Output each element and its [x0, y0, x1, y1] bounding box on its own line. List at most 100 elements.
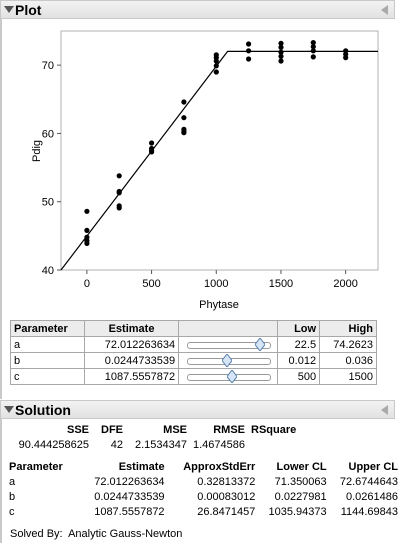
- data-point: [84, 240, 90, 246]
- y-tick-label: 40: [42, 265, 54, 277]
- data-point: [213, 58, 219, 64]
- slider-header: [178, 320, 279, 337]
- dfe-value: 42: [110, 438, 123, 451]
- hotspot-icon[interactable]: [381, 405, 388, 415]
- data-point: [343, 55, 349, 61]
- data-point: [181, 115, 187, 121]
- solution-summary-table: SSE DFE MSE RMSE RSquare 90.444258625 42…: [12, 422, 299, 452]
- plot-title: Plot: [15, 2, 42, 18]
- stderr-header: ApproxStdErr: [183, 460, 256, 473]
- data-point: [181, 99, 187, 105]
- rsquare-header: RSquare: [251, 423, 297, 436]
- disclosure-triangle-icon[interactable]: [4, 6, 14, 13]
- y-tick-label: 50: [42, 197, 54, 209]
- data-point: [278, 40, 284, 46]
- solution-estimates-table: Parameter Estimate ApproxStdErr Lower CL…: [6, 459, 401, 519]
- y-tick-label: 70: [42, 60, 54, 72]
- estimate-field[interactable]: 72.012263634: [83, 336, 180, 353]
- data-point: [246, 48, 252, 54]
- plot-frame: [60, 30, 379, 271]
- table-row: b 0.0244733539 0.00083012 0.0227981 0.02…: [6, 489, 401, 504]
- param-name: b: [9, 490, 16, 503]
- estimate-value: 0.0244733539: [94, 490, 165, 503]
- data-point: [213, 69, 219, 75]
- x-axis-label: Phytase: [199, 299, 239, 311]
- slider-thumb-icon[interactable]: [226, 370, 237, 383]
- data-point: [149, 149, 155, 155]
- rmse-value: 1.4674586: [193, 438, 245, 451]
- data-point: [310, 48, 316, 54]
- parameters-table: Parameter Estimate Low High a 72.0122636…: [10, 320, 377, 385]
- estimate-slider[interactable]: [178, 336, 279, 353]
- table-row: c 1087.5557872 26.8471457 1035.94373 114…: [6, 504, 401, 519]
- upper-cl-value: 0.0261486: [346, 490, 398, 503]
- data-point: [116, 205, 122, 211]
- data-point: [181, 130, 187, 136]
- plot-section-header[interactable]: Plot: [0, 0, 395, 19]
- stderr-value: 26.8471457: [197, 505, 256, 518]
- param-header: Parameter: [10, 320, 85, 337]
- sse-value: 90.444258625: [18, 438, 89, 451]
- disclosure-triangle-icon[interactable]: [4, 406, 14, 413]
- estimate-value: 72.012263634: [94, 475, 165, 488]
- param-row-c: c 1087.5557872 500 1500: [10, 368, 377, 385]
- high-field[interactable]: 0.036: [319, 352, 377, 369]
- y-tick-label: 60: [42, 128, 54, 140]
- x-tick-label: 500: [142, 278, 160, 290]
- slider-thumb-icon[interactable]: [255, 338, 266, 351]
- data-point: [278, 44, 284, 50]
- low-field[interactable]: 0.012: [277, 352, 321, 369]
- data-point: [278, 53, 284, 59]
- slider-track[interactable]: [187, 342, 272, 349]
- data-point: [84, 227, 90, 233]
- estimate-slider[interactable]: [178, 368, 279, 385]
- solution-section-header[interactable]: Solution: [0, 400, 395, 419]
- stderr-value: 0.32813372: [197, 475, 256, 488]
- sse-header: SSE: [66, 423, 89, 436]
- upper-cl-value: 72.6744643: [339, 475, 398, 488]
- x-tick-label: 1000: [204, 278, 228, 290]
- dfe-header: DFE: [101, 423, 123, 436]
- slider-thumb-icon[interactable]: [221, 354, 232, 367]
- param-row-b: b 0.0244733539 0.012 0.036: [10, 352, 377, 369]
- low-header: Low: [277, 320, 321, 337]
- param-name: a: [10, 336, 85, 353]
- solution-title: Solution: [15, 402, 71, 418]
- data-point: [246, 41, 252, 47]
- low-field[interactable]: 500: [277, 368, 321, 385]
- high-field[interactable]: 74.2623: [319, 336, 377, 353]
- mse-value: 2.1534347: [135, 438, 187, 451]
- data-point: [310, 54, 316, 60]
- estimate-field[interactable]: 0.0244733539: [83, 352, 180, 369]
- low-field[interactable]: 22.5: [277, 336, 321, 353]
- mse-header: MSE: [163, 423, 187, 436]
- hotspot-icon[interactable]: [381, 5, 388, 15]
- x-tick-label: 1500: [269, 278, 293, 290]
- plot-section-border: [0, 19, 2, 399]
- estimate-field[interactable]: 1087.5557872: [83, 368, 180, 385]
- data-point: [116, 173, 122, 179]
- x-tick-label: 0: [84, 278, 90, 290]
- upper-cl-header: Upper CL: [348, 460, 399, 473]
- lower-cl-value: 1035.94373: [268, 505, 327, 518]
- lower-cl-header: Lower CL: [276, 460, 327, 473]
- estimate-slider[interactable]: [178, 352, 279, 369]
- high-field[interactable]: 1500: [319, 368, 377, 385]
- data-point: [116, 190, 122, 196]
- stderr-value: 0.00083012: [197, 490, 256, 503]
- solved-by-text: Solved By: Analytic Gauss-Newton: [10, 528, 183, 540]
- x-tick-label: 2000: [333, 278, 357, 290]
- upper-cl-value: 1144.69843: [340, 505, 398, 518]
- data-point: [213, 63, 219, 69]
- rsquare-value: [248, 437, 299, 452]
- data-point: [84, 208, 90, 214]
- param-row-a: a 72.012263634 22.5 74.2623: [10, 336, 377, 353]
- data-point: [310, 44, 316, 50]
- data-point: [246, 56, 252, 62]
- param-name: b: [10, 352, 85, 369]
- estimate-value: 1087.5557872: [94, 505, 165, 518]
- y-axis-label: Pdig: [31, 140, 43, 162]
- data-point: [278, 58, 284, 64]
- plot-chart: 40 50 60 70 0 500 1000 1500 2000 Pdig Phytase: [31, 30, 379, 311]
- lower-cl-value: 0.0227981: [274, 490, 327, 503]
